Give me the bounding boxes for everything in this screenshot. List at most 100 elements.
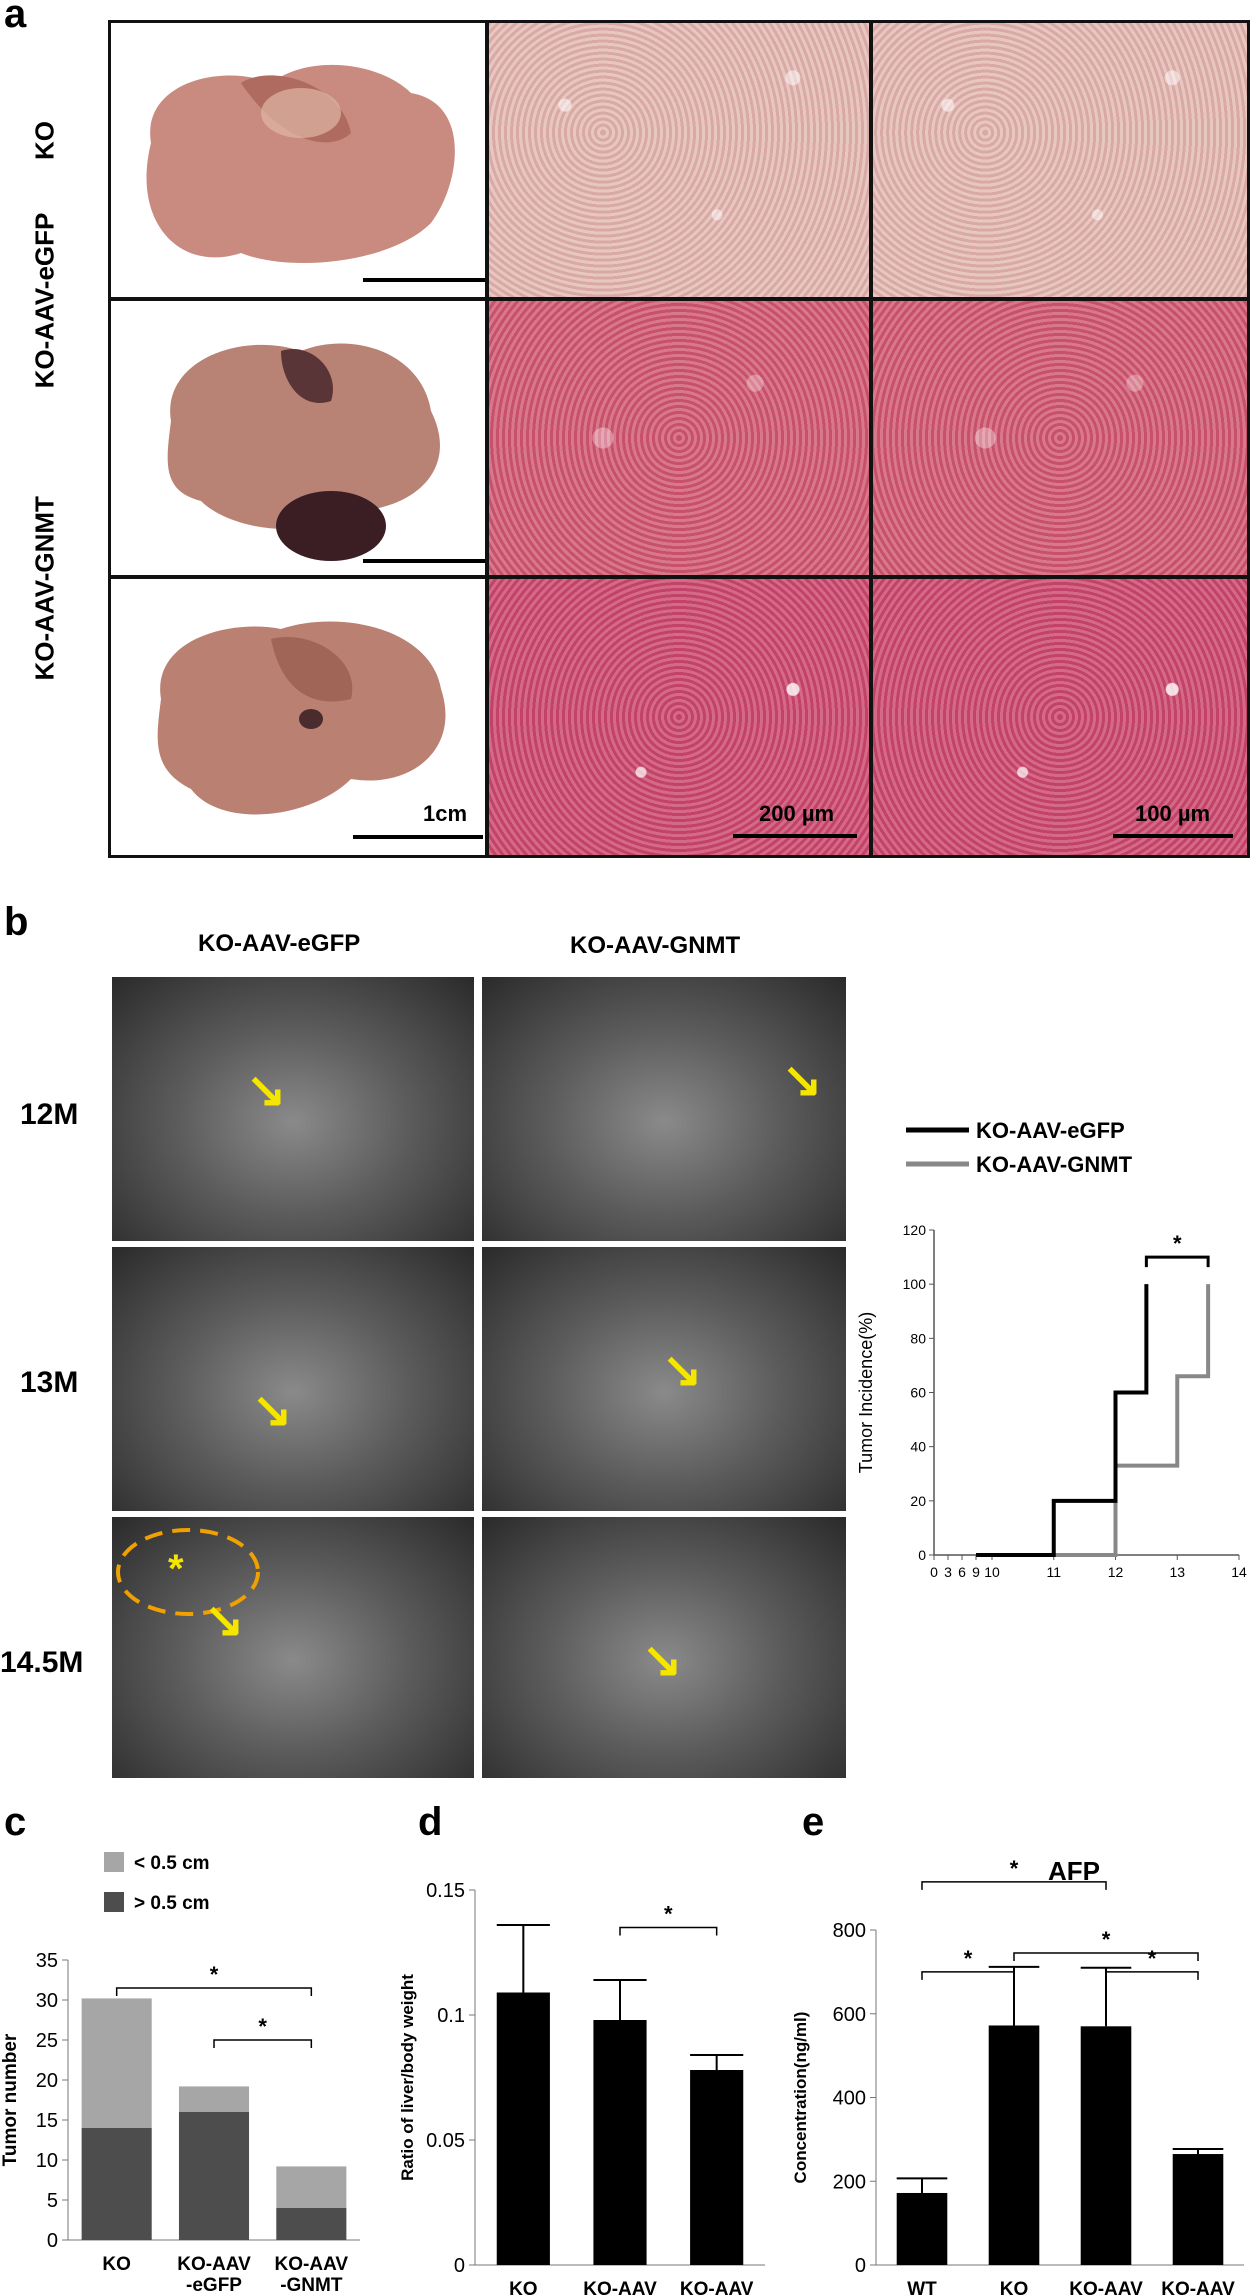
liver-body-ratio-chart: 0 0.05 0.1 0.15 Ratio of liver/body weight KO… [398, 1880, 765, 2295]
tumor-arrow-icon: ↘ [642, 1634, 683, 1687]
y-axis-label: Concentration(ng/ml) [791, 2012, 810, 2184]
legend-label-1: < 0.5 cm [134, 1853, 210, 1874]
significance-star: * [964, 1946, 973, 1971]
y-tick-label: 20 [36, 2070, 58, 2092]
x-tick-label: KO-AAV [275, 2254, 349, 2275]
significance-star: * [1148, 1946, 1157, 1971]
bar [1080, 2026, 1132, 2265]
liver-photo-ko-aav-gnmt: 1cm [108, 576, 488, 858]
he-200um-ko-aav-egfp [486, 298, 872, 578]
significance-star: * [1102, 1927, 1111, 1952]
y-tick-label: 100 [903, 1276, 927, 1292]
y-axis-label: Tumor number [0, 2033, 21, 2166]
y-tick-label: 0 [454, 2255, 465, 2277]
x-tick-label: -eGFP [186, 2275, 242, 2295]
he-100um-ko [870, 20, 1250, 300]
legend-label-0: > 0.5 cm [134, 1893, 210, 1914]
significance-star: * [258, 2014, 267, 2039]
x-tick-label: KO-AAV [1161, 2279, 1235, 2295]
y-tick-label: 800 [833, 1920, 866, 1942]
x-axis-label: Months old [1045, 1588, 1128, 1590]
x-tick-label: 0 [930, 1564, 938, 1580]
tumor-arrow-icon: ↘ [782, 1054, 823, 1107]
tumor-arrow-icon: ↘ [662, 1344, 703, 1397]
scale-bar-liver-ko [363, 278, 485, 282]
series-line-0 [976, 1284, 1149, 1557]
liver-photo-ko [108, 20, 488, 300]
bar [496, 1992, 550, 2265]
series-line-1 [976, 1284, 1211, 1557]
x-tick-label: WT [907, 2279, 937, 2295]
y-tick-label: 0 [918, 1547, 926, 1563]
x-tick-label: KO [509, 2279, 538, 2295]
ultrasound-egfp-14-5m: * ↘ [110, 1515, 476, 1780]
x-tick-label: 13 [1169, 1564, 1185, 1580]
x-tick-label: KO-AAV [680, 2279, 754, 2295]
afp-chart: AFP 0 200 400 600 800 Concentration(ng/ml) WT KO… [791, 1856, 1244, 2295]
significance-bracket [619, 1926, 718, 1936]
significance-star: * [1010, 1856, 1019, 1881]
ultrasound-gnmt-14-5m: ↘ [480, 1515, 848, 1780]
scale-bar-100um [1113, 834, 1233, 838]
significance-bracket [921, 1881, 1107, 1890]
tumor-arrow-icon: ↘ [252, 1384, 293, 1437]
y-tick-label: 40 [910, 1439, 926, 1455]
ultrasound-egfp-12m: ↘ [110, 975, 476, 1243]
legend-swatch-1 [104, 1852, 124, 1872]
y-axis-label: Ratio of liver/body weight [398, 1974, 417, 2181]
significance-star: * [664, 1902, 673, 1927]
bar-1 [276, 2166, 347, 2208]
timepoint-14-5m: 14.5M [0, 1646, 84, 1679]
y-tick-label: 10 [36, 2150, 58, 2172]
x-tick-label: -GNMT [280, 2275, 343, 2295]
y-tick-label: 400 [833, 2088, 866, 2110]
y-tick-label: 20 [910, 1493, 926, 1509]
timepoint-13m: 13M [20, 1366, 79, 1399]
bar-0 [276, 2208, 347, 2240]
x-tick-label: 6 [958, 1564, 966, 1580]
liver-photo-ko-aav-egfp [108, 298, 488, 578]
y-tick-label: 0.15 [426, 1880, 465, 1902]
y-tick-label: 120 [903, 1222, 927, 1238]
bar [593, 2020, 647, 2265]
ultrasound-gnmt-12m: ↘ [480, 975, 848, 1243]
y-tick-label: 0 [855, 2255, 866, 2277]
scale-bar-200um [733, 834, 857, 838]
x-tick-label: KO-AAV [177, 2254, 251, 2275]
ultrasound-egfp-13m: ↘ [110, 1245, 476, 1513]
asterisk-marker: * [168, 1547, 184, 1591]
x-tick-label: 10 [984, 1564, 1000, 1580]
significance-bracket [1013, 1952, 1199, 1962]
panel-c-letter: c [4, 1800, 27, 1844]
tumor-number-chart: < 0.5 cm > 0.5 cm 0 5 10 15 20 25 30 35 Tumor numb… [0, 1852, 360, 2295]
x-tick-label: KO [1000, 2279, 1029, 2295]
bar-1 [178, 2086, 250, 2112]
y-tick-label: 200 [833, 2171, 866, 2193]
significance-bracket [1144, 1255, 1210, 1268]
y-tick-label: 80 [910, 1330, 926, 1346]
tumor-arrow-icon: ↘ [246, 1064, 287, 1117]
panel-d-letter: d [418, 1800, 443, 1844]
x-tick-label: 14 [1231, 1564, 1247, 1580]
tumor-outline-circle [116, 1528, 260, 1616]
bar [1172, 2154, 1224, 2265]
bar [988, 2025, 1040, 2265]
he-200um-ko [486, 20, 872, 300]
x-tick-label: 12 [1108, 1564, 1124, 1580]
x-tick-label: 3 [944, 1564, 952, 1580]
chart-title: AFP [1048, 1856, 1100, 1886]
panel-e-letter: e [802, 1800, 825, 1844]
scale-label-200um: 200 µm [759, 801, 835, 826]
tumor-arrow-icon: ↘ [204, 1594, 245, 1647]
y-tick-label: 25 [36, 2030, 58, 2052]
column-header-egfp: KO-AAV-eGFP [198, 930, 361, 957]
y-axis-label: Tumor Incidence(%) [856, 1312, 876, 1473]
y-tick-label: 60 [910, 1385, 926, 1401]
y-tick-label: 0.1 [437, 2005, 465, 2027]
y-tick-label: 600 [833, 2004, 866, 2026]
ultrasound-gnmt-13m: ↘ [480, 1245, 848, 1513]
y-tick-label: 5 [47, 2190, 58, 2212]
y-tick-label: 0 [47, 2230, 58, 2252]
x-tick-label: 11 [1046, 1564, 1061, 1580]
